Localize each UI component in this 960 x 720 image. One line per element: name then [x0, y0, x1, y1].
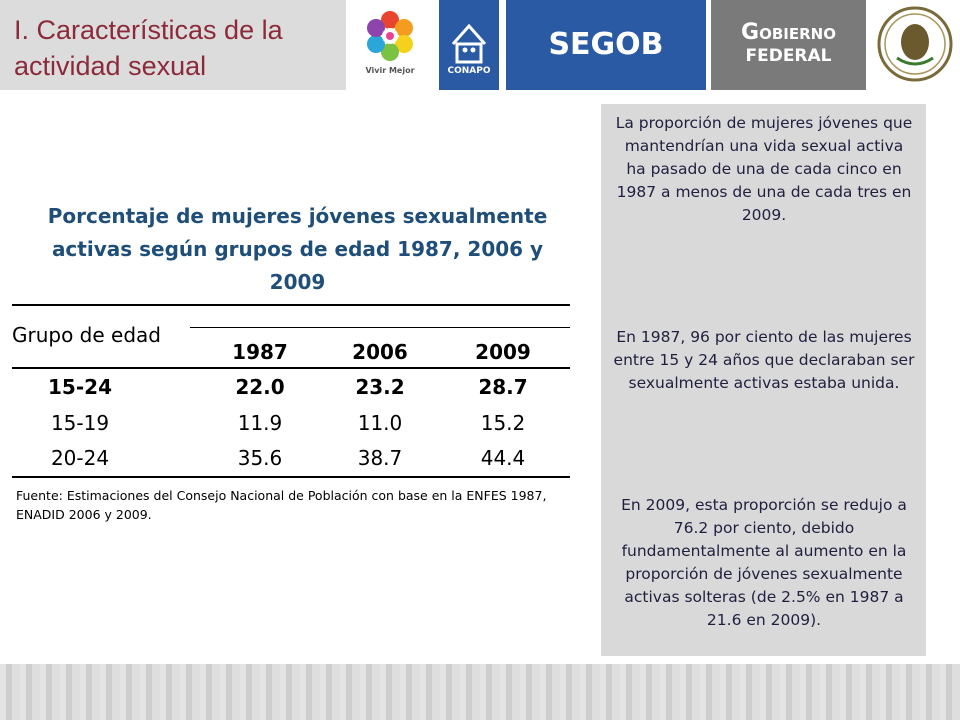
- commentary-paragraph-2: En 1987, 96 por ciento de las mujeres en…: [613, 328, 915, 392]
- gobierno-label-line2: Federal: [745, 46, 832, 66]
- decorative-footer-band: [0, 664, 960, 720]
- table-top-rule: [12, 304, 570, 306]
- vivir-mejor-logo: Vivir Mejor: [346, 0, 434, 90]
- segob-logo: SEGOB: [506, 0, 706, 90]
- national-seal-icon: [877, 6, 953, 82]
- row-header-label: Grupo de edad: [12, 323, 161, 347]
- commentary-panel: La proporción de mujeres jóvenes que man…: [601, 104, 926, 656]
- flower-icon: [367, 11, 413, 61]
- table-header-rule: [12, 367, 570, 369]
- column-header-2006: 2006: [352, 340, 408, 364]
- row-label: 15-19: [50, 411, 110, 435]
- source-note-line2: ENADID 2006 y 2009.: [16, 507, 152, 522]
- title-box: I. Características de la actividad sexua…: [0, 0, 346, 90]
- cell-value: 38.7: [357, 446, 403, 470]
- table-bottom-rule: [12, 476, 570, 478]
- cell-value: 11.0: [357, 411, 403, 435]
- segob-label: SEGOB: [548, 27, 664, 62]
- cell-value: 44.4: [480, 446, 526, 470]
- cell-value: 28.7: [478, 375, 528, 399]
- gobierno-federal-logo: Gobierno Federal: [711, 0, 866, 90]
- cell-value: 35.6: [237, 446, 283, 470]
- source-note-line1: Fuente: Estimaciones del Consejo Naciona…: [16, 488, 547, 503]
- vivir-mejor-label: Vivir Mejor: [365, 66, 415, 75]
- coat-of-arms-logo: [871, 0, 960, 90]
- slide-title-line2: actividad sexual: [14, 51, 207, 81]
- gobierno-label-line1: Gobierno: [741, 20, 836, 45]
- table-title-line3: 2009: [269, 270, 326, 294]
- cell-value: 22.0: [235, 375, 285, 399]
- table-title: Porcentaje de mujeres jóvenes sexualment…: [20, 200, 575, 299]
- slide-title-line1: I. Características de la: [14, 15, 283, 45]
- source-note: Fuente: Estimaciones del Consejo Naciona…: [16, 486, 572, 524]
- table-subheader-rule: [190, 327, 570, 328]
- conapo-logo: CONAPO: [439, 0, 499, 90]
- table-title-line1: Porcentaje de mujeres jóvenes sexualment…: [47, 204, 548, 228]
- table-title-line2: activas según grupos de edad 1987, 2006 …: [51, 237, 544, 261]
- conapo-label: CONAPO: [447, 66, 491, 76]
- row-label: 20-24: [50, 446, 110, 470]
- commentary-paragraph-3: En 2009, esta proporción se redujo a 76.…: [621, 496, 907, 629]
- commentary-paragraph-1: La proporción de mujeres jóvenes que man…: [615, 114, 913, 224]
- slide-title: I. Características de la actividad sexua…: [14, 12, 334, 84]
- cell-value: 23.2: [355, 375, 405, 399]
- house-icon: [451, 23, 487, 64]
- logo-strip: Vivir Mejor CONAPO SEGOB Gobierno Federa…: [346, 0, 960, 90]
- column-header-2009: 2009: [475, 340, 531, 364]
- row-label: 15-24: [48, 375, 112, 399]
- column-header-1987: 1987: [232, 340, 288, 364]
- cell-value: 15.2: [480, 411, 526, 435]
- cell-value: 11.9: [237, 411, 283, 435]
